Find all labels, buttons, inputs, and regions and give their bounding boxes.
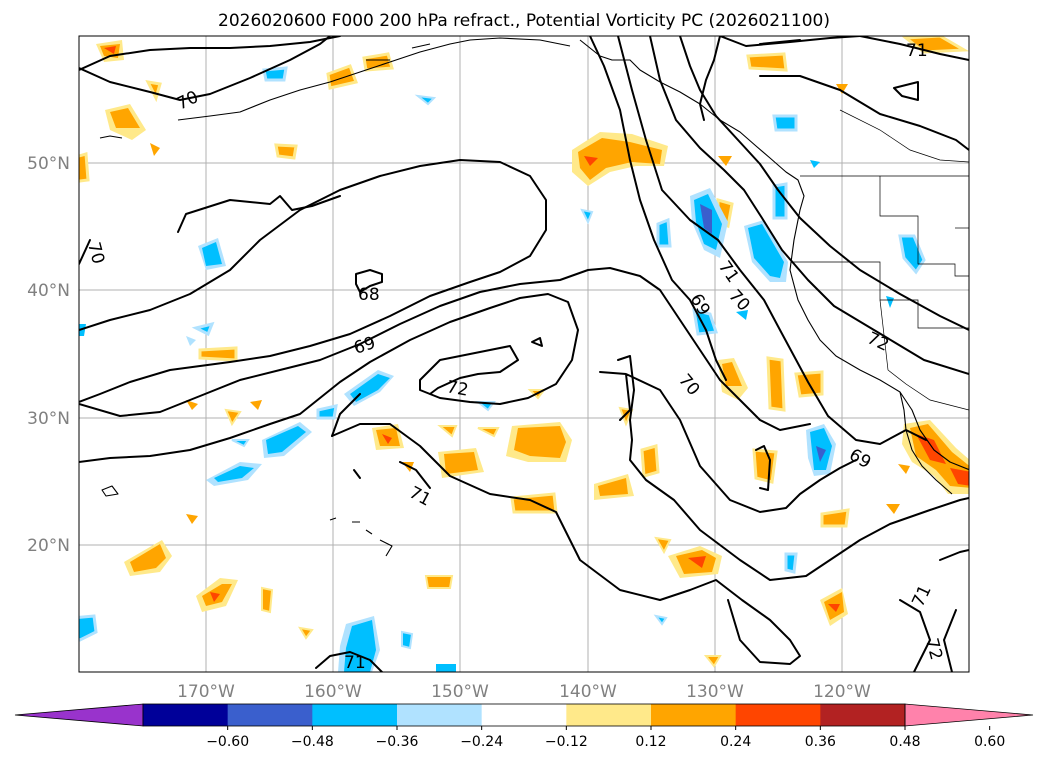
colorbar-tick-label: 0.12 bbox=[635, 734, 666, 750]
colorbar-tick-label: 0.48 bbox=[889, 734, 920, 750]
colorbar-tick-label: 0.60 bbox=[974, 734, 1005, 750]
political-borders bbox=[792, 109, 969, 411]
negative-pv-patches bbox=[79, 66, 926, 672]
contour-label: 71 bbox=[906, 41, 928, 61]
contour-label: 68 bbox=[358, 285, 380, 305]
colorbar-tick-label: −0.48 bbox=[291, 734, 334, 750]
lat-label: 20°N bbox=[27, 536, 70, 556]
map-title: 2026020600 F000 200 hPa refract., Potent… bbox=[218, 11, 830, 31]
colorbar-swatch bbox=[227, 704, 313, 726]
lon-label: 120°W bbox=[813, 682, 871, 702]
colorbar-swatch bbox=[143, 704, 229, 726]
map-content: 70 70 68 69 72 71 71 69 70 70 69 72 71 7… bbox=[79, 36, 969, 673]
lon-label: 170°W bbox=[177, 682, 235, 702]
contour-lines bbox=[79, 36, 969, 672]
colorbar-extend-high bbox=[904, 703, 1034, 727]
lat-label: 50°N bbox=[27, 154, 70, 174]
colorbar-tick-label: −0.12 bbox=[545, 734, 588, 750]
lon-label: 130°W bbox=[686, 682, 744, 702]
longitude-labels: 170°W 160°W 150°W 140°W 130°W 120°W bbox=[177, 682, 871, 702]
latitude-labels: 20°N 30°N 40°N 50°N bbox=[27, 154, 70, 556]
lon-label: 150°W bbox=[431, 682, 489, 702]
colorbar-frame bbox=[142, 703, 906, 727]
colorbar-swatch bbox=[312, 704, 398, 726]
lat-label: 40°N bbox=[27, 281, 70, 301]
colorbar-swatch bbox=[820, 704, 906, 726]
contour-label: 71 bbox=[344, 653, 366, 673]
colorbar-tick-label: −0.24 bbox=[460, 734, 503, 750]
colorbar-swatch bbox=[735, 704, 821, 726]
map-frame bbox=[78, 35, 970, 673]
colorbar-tick-label: 0.36 bbox=[805, 734, 836, 750]
colorbar-swatch bbox=[651, 704, 737, 726]
contour-label: 72 bbox=[445, 377, 470, 400]
colorbar-tick-label: −0.60 bbox=[206, 734, 249, 750]
colorbar: −0.60 −0.48 −0.36 −0.24 −0.12 0.12 0.24 0.36 0.4… bbox=[14, 703, 1034, 750]
lon-label: 140°W bbox=[559, 682, 617, 702]
colorbar-tick-label: −0.36 bbox=[376, 734, 419, 750]
colorbar-tick-label: 0.24 bbox=[720, 734, 751, 750]
coastlines bbox=[99, 37, 969, 557]
lon-label: 160°W bbox=[304, 682, 362, 702]
colorbar-swatch bbox=[481, 704, 567, 726]
colorbar-swatch bbox=[566, 704, 652, 726]
colorbar-extend-low bbox=[14, 703, 144, 727]
lat-label: 30°N bbox=[27, 409, 70, 429]
colorbar-swatch bbox=[397, 704, 483, 726]
